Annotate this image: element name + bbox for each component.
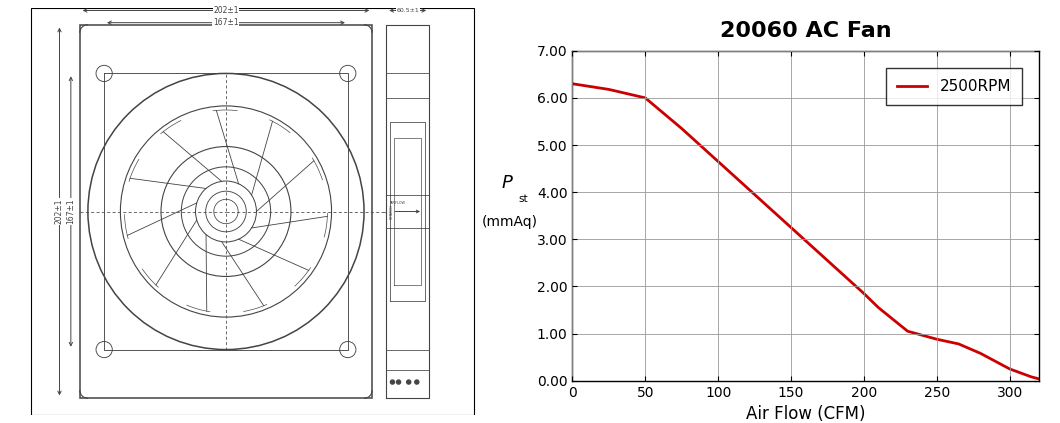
Title: 20060 AC Fan: 20060 AC Fan [720,21,891,41]
Circle shape [396,380,401,384]
Text: 60.5±1: 60.5±1 [396,8,419,13]
Text: AIRFLOW: AIRFLOW [390,201,406,206]
Circle shape [414,380,419,384]
Text: 167±1: 167±1 [213,18,238,27]
Text: P: P [501,174,513,192]
Text: (mmAq): (mmAq) [481,215,537,229]
Text: st: st [518,194,528,204]
X-axis label: Air Flow (CFM): Air Flow (CFM) [746,405,865,423]
Legend: 2500RPM: 2500RPM [886,68,1022,104]
Circle shape [390,380,394,384]
Circle shape [407,380,410,384]
Text: ROTATION: ROTATION [390,204,393,219]
Text: 167±1: 167±1 [67,199,75,224]
Text: 202±1: 202±1 [55,199,64,224]
Text: 202±1: 202±1 [213,6,238,15]
